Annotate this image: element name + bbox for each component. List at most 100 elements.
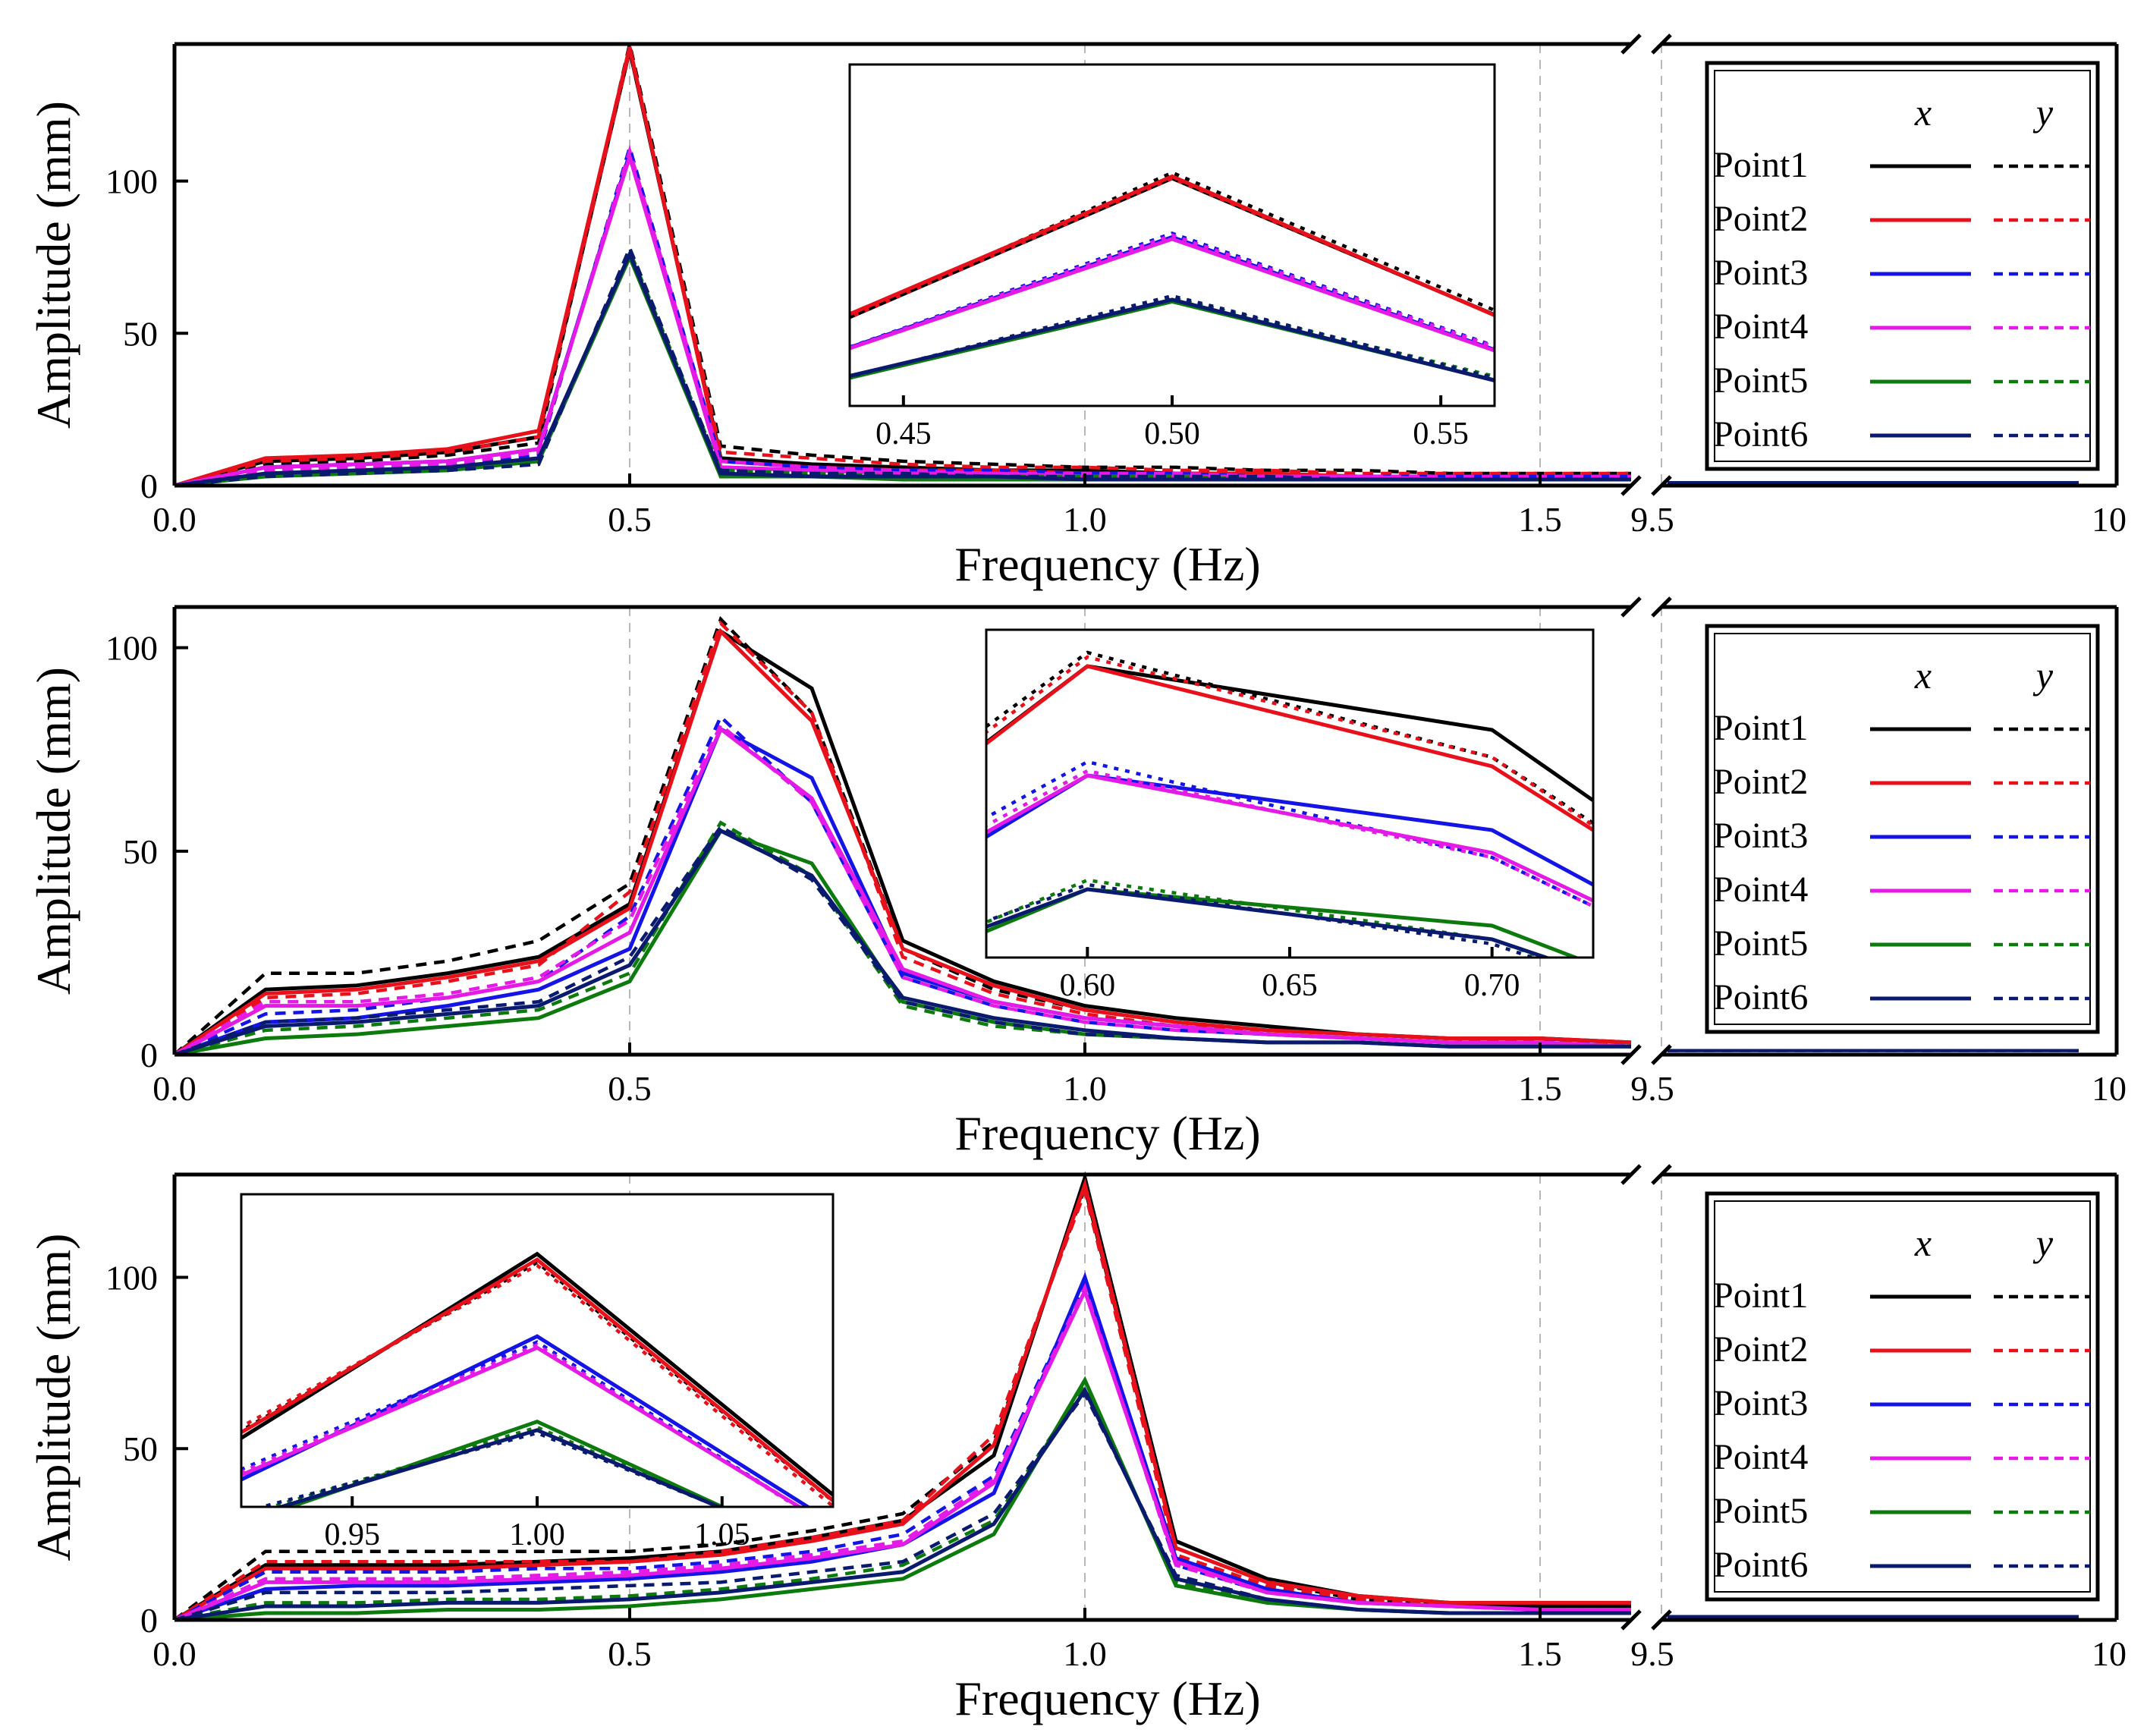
inset-background — [241, 1194, 833, 1507]
inset-line-point4-x — [986, 773, 1593, 903]
x-tick-label-break: 10 — [2092, 1069, 2127, 1108]
series-line-point2-y — [173, 1186, 1631, 1621]
y-tick-label: 100 — [105, 162, 158, 201]
legend-label: Point6 — [1713, 1545, 1808, 1585]
y-axis-title: Amplitude (mm) — [27, 667, 80, 995]
legend-label: Point3 — [1713, 1383, 1808, 1423]
inset-line-point4-x — [241, 1345, 803, 1507]
axis-break-mark — [1651, 1609, 1672, 1631]
inset-1: 0.45 0.50 0.55 — [848, 63, 1496, 451]
legend: x y Point1 Point2 Point3 Point4 Point5 Point6 — [1705, 624, 2100, 1034]
inset-x-tick-label: 0.55 — [1413, 417, 1469, 451]
inset-line-point2-y — [241, 1263, 833, 1507]
series-line-point2-y — [174, 49, 1631, 488]
panel-2: 0 50 100 0.0 0.5 1.0 1.5 9.5 10 Frequency (Hz) Amp… — [27, 596, 2127, 1160]
series-line-point5-y — [174, 820, 1631, 1057]
legend-header-y: y — [2032, 654, 2054, 697]
series-line-point2-y — [173, 620, 1631, 1056]
inset-line-point2-x — [986, 664, 1593, 832]
x-tick-label-break: 9.5 — [1630, 500, 1674, 539]
series-line-point4-y — [174, 1282, 1631, 1622]
inset-line-point3-x — [986, 773, 1593, 887]
panel-3: 0 50 100 0.0 0.5 1.0 1.5 9.5 10 Frequency (Hz) Amp… — [27, 1164, 2127, 1725]
legend-header-y: y — [2032, 1222, 2054, 1264]
x-tick-label-break: 9.5 — [1630, 1069, 1674, 1108]
legend-label: Point3 — [1713, 253, 1808, 293]
inset-line-point4-y — [850, 233, 1495, 350]
axis-break-mark — [1620, 1044, 1642, 1065]
legend-label: Point2 — [1713, 1329, 1808, 1370]
inset-line-point6-x — [274, 1428, 724, 1507]
legend-label: Point6 — [1713, 414, 1808, 454]
inset-line-point5-x — [986, 887, 1581, 958]
y-tick-label: 0 — [140, 1036, 158, 1074]
inset-series — [850, 171, 1495, 383]
legend-header-y: y — [2032, 91, 2054, 134]
legend-inner-box — [1714, 633, 2091, 1025]
series-line-point2-x — [173, 1178, 1631, 1622]
inset-line-point4-x — [850, 237, 1495, 353]
legend-label: Point5 — [1713, 1491, 1808, 1531]
legend-inner-box — [1714, 70, 2091, 462]
axis-break-mark — [1620, 475, 1642, 496]
legend-label: Point2 — [1713, 762, 1808, 802]
y-tick-label: 50 — [123, 832, 158, 871]
x-tick-label: 0.5 — [608, 1069, 652, 1108]
inset-background — [986, 630, 1593, 958]
x-axis-title: Frequency (Hz) — [954, 1106, 1260, 1160]
x-tick-label: 0.0 — [152, 1069, 196, 1108]
axis-break-mark — [1620, 1164, 1642, 1185]
inset-line-point1-x — [986, 664, 1593, 804]
inset-x-tick-label: 0.65 — [1262, 968, 1318, 1003]
legend-header-x: x — [1914, 91, 1932, 134]
legend-label: Point1 — [1713, 145, 1808, 185]
inset-x-tick-label: 0.45 — [875, 417, 932, 451]
legend-box — [1705, 61, 2100, 471]
y-tick-label: 50 — [123, 314, 158, 353]
legend: x y Point1 Point2 Point3 Point4 Point5 Point6 — [1705, 1191, 2100, 1602]
axis-break-mark — [1620, 596, 1642, 618]
axis-break-mark — [1651, 475, 1672, 496]
axis-break-mark — [1651, 33, 1672, 55]
inset-3: 0.95 1.00 1.05 — [240, 1193, 835, 1552]
axis-break-mark — [1620, 1609, 1642, 1631]
x-tick-label: 1.0 — [1063, 1069, 1107, 1108]
x-axis-title: Frequency (Hz) — [954, 1672, 1260, 1725]
inset-x-tick-label: 1.05 — [694, 1517, 750, 1552]
legend-label: Point3 — [1713, 816, 1808, 856]
inset-x-tick-label: 0.70 — [1464, 968, 1520, 1003]
x-axis-title: Frequency (Hz) — [954, 537, 1260, 591]
axis-break-mark — [1620, 33, 1642, 55]
x-tick-label: 1.5 — [1518, 1069, 1562, 1108]
x-tick-label: 1.0 — [1063, 1634, 1107, 1673]
y-tick-label: 50 — [123, 1429, 158, 1468]
x-tick-label-break: 10 — [2092, 1634, 2127, 1673]
inset-x-tick-label: 1.00 — [509, 1517, 565, 1552]
inset-line-point5-y — [266, 1425, 724, 1507]
legend-label: Point2 — [1713, 199, 1808, 239]
legend-label: Point6 — [1713, 977, 1808, 1017]
series-line-point6-y — [174, 244, 1631, 488]
series-line-point1-y — [173, 1182, 1631, 1621]
legend-header-x: x — [1914, 1222, 1932, 1264]
x-tick-label-break: 9.5 — [1630, 1634, 1674, 1673]
x-tick-label: 1.0 — [1063, 500, 1107, 539]
legend-inner-box — [1714, 1200, 2091, 1593]
series-line-point6-x — [174, 828, 1631, 1057]
x-tick-label-break: 10 — [2092, 500, 2127, 539]
x-tick-label: 0.0 — [152, 1634, 196, 1673]
inset-line-point6-x — [986, 887, 1552, 958]
series-line-point4-y — [174, 144, 1631, 488]
legend: x y Point1 Point2 Point3 Point4 Point5 Point6 — [1705, 61, 2100, 471]
legend-label: Point4 — [1713, 307, 1808, 347]
axis-break-mark — [1651, 596, 1672, 618]
inset-x-tick-label: 0.95 — [325, 1517, 381, 1552]
series-line-point4-y — [173, 722, 1632, 1056]
x-tick-label: 1.5 — [1518, 1634, 1562, 1673]
series-line-point1-y — [174, 43, 1631, 488]
inset-line-point2-x — [850, 174, 1495, 318]
inset-2: 0.60 0.65 0.70 — [985, 628, 1595, 1003]
legend-label: Point5 — [1713, 923, 1808, 964]
legend-box — [1705, 1191, 2100, 1602]
inset-line-point4-y — [241, 1342, 801, 1507]
